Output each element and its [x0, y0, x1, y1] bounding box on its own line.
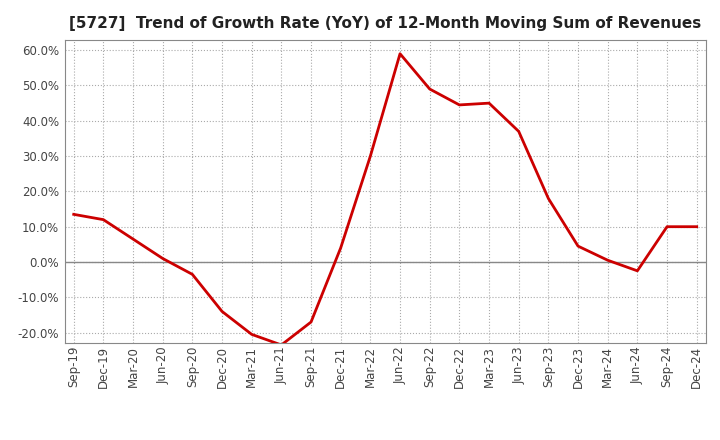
Title: [5727]  Trend of Growth Rate (YoY) of 12-Month Moving Sum of Revenues: [5727] Trend of Growth Rate (YoY) of 12-…: [69, 16, 701, 32]
